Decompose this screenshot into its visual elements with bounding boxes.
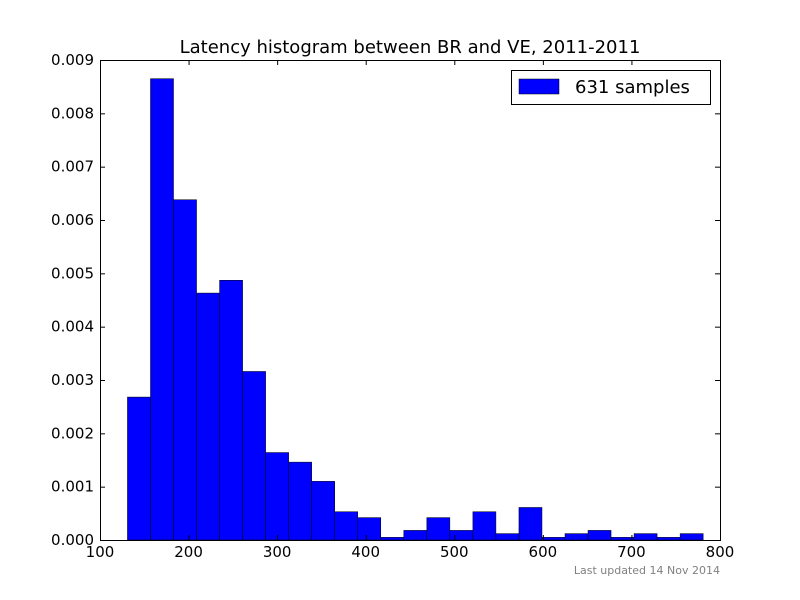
- last-updated-note: Last updated 14 Nov 2014: [574, 564, 720, 577]
- histogram-bar: [656, 537, 681, 541]
- histogram-bar: [242, 371, 266, 541]
- y-tick-label: 0.005: [51, 264, 94, 282]
- histogram-bar: [564, 533, 589, 541]
- histogram-bar: [403, 530, 428, 541]
- x-tick-label: 800: [706, 543, 735, 561]
- x-tick-label: 400: [351, 543, 380, 561]
- histogram-bar: [633, 533, 658, 541]
- histogram-bar: [472, 511, 497, 541]
- y-tick-label: 0.002: [51, 424, 94, 442]
- y-tick-label: 0.008: [51, 104, 94, 122]
- histogram-bar: [150, 78, 174, 541]
- histogram-bar: [173, 199, 197, 541]
- histogram-bar: [288, 461, 312, 541]
- legend-swatch: [518, 78, 560, 95]
- y-tick-label: 0.003: [51, 371, 94, 389]
- bars-layer: [127, 78, 704, 541]
- legend: 631 samples: [511, 70, 711, 105]
- y-tick-label: 0.001: [51, 478, 94, 496]
- legend-label: 631 samples: [575, 77, 690, 98]
- y-tick-label: 0.007: [51, 158, 94, 176]
- ticks-layer: 100 200 300 400 500 600 700 800 0.000 0.001 0.002 0…: [51, 51, 734, 561]
- x-tick-label: 300: [263, 543, 292, 561]
- histogram-bar: [380, 537, 405, 541]
- chart-title: Latency histogram between BR and VE, 201…: [180, 37, 641, 58]
- histogram-bar: [449, 530, 474, 541]
- x-tick-label: 500: [440, 543, 469, 561]
- histogram-bar: [679, 533, 704, 541]
- histogram-bar: [541, 537, 566, 541]
- histogram-bar: [127, 396, 151, 541]
- histogram-bar: [587, 530, 612, 541]
- x-tick-label: 600: [529, 543, 558, 561]
- histogram-bar: [265, 452, 289, 541]
- y-tick-label: 0.004: [51, 318, 94, 336]
- histogram-bar: [311, 481, 335, 541]
- x-tick-label: 200: [174, 543, 203, 561]
- x-tick-label: 700: [617, 543, 646, 561]
- plot-frame: [100, 60, 721, 541]
- histogram-bar: [357, 517, 382, 541]
- histogram-bar: [518, 507, 543, 541]
- y-tick-label: 0.009: [51, 51, 94, 69]
- histogram-bar: [495, 533, 520, 541]
- histogram-bar: [196, 292, 220, 541]
- histogram-bar: [426, 517, 451, 541]
- y-tick-label: 0.000: [51, 531, 94, 549]
- histogram-bar: [334, 511, 358, 541]
- x-tick-label: 100: [86, 543, 115, 561]
- y-tick-label: 0.006: [51, 211, 94, 229]
- histogram-bar: [610, 537, 635, 541]
- histogram-bar: [219, 280, 243, 541]
